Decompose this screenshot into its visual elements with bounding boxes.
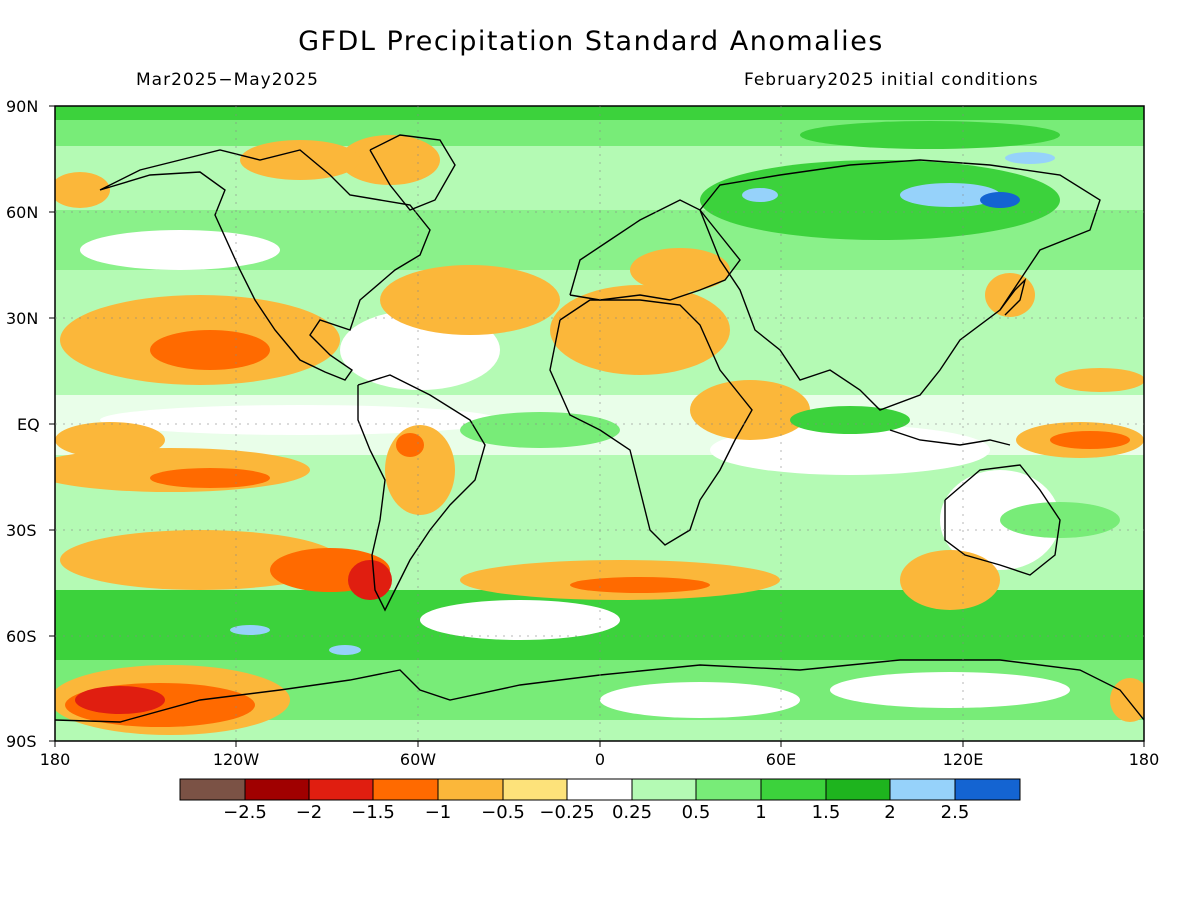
lon-label-180w: 180 (39, 750, 71, 769)
colorbar-swatch (889, 778, 956, 801)
colorbar-label: 2 (884, 802, 896, 823)
coastlines (55, 134, 1144, 723)
lat-label-eq: EQ (17, 415, 40, 434)
lon-label-0: 0 (594, 750, 606, 769)
anomaly-field (55, 106, 1144, 741)
colorbar-swatch (502, 778, 568, 801)
map-title: GFDL Precipitation Standard Anomalies (298, 26, 884, 57)
lon-label-120e: 120E (942, 750, 984, 769)
lon-label-120w: 120W (212, 750, 260, 769)
colorbar-label: −1 (424, 802, 452, 823)
colorbar-label: −0.25 (539, 802, 595, 823)
map-frame (49, 105, 1145, 747)
lon-label-60w: 60W (399, 750, 437, 769)
colorbar-label: −1.5 (351, 802, 395, 823)
lat-label-90s: 90S (6, 732, 37, 751)
colorbar-label: −2.5 (223, 802, 267, 823)
colorbar-swatch (437, 778, 504, 801)
lon-label-180e: 180 (1128, 750, 1160, 769)
colorbar-label: −2 (295, 802, 323, 823)
colorbar (179, 778, 1021, 801)
colorbar-label: 0.5 (681, 802, 711, 823)
colorbar-swatch (825, 778, 891, 801)
initial-conditions: February2025 initial conditions (744, 70, 1039, 90)
colorbar-swatch (631, 778, 697, 801)
lat-label-60s: 60S (6, 627, 37, 646)
colorbar-swatch (244, 778, 310, 801)
lat-label-30n: 30N (6, 309, 39, 328)
forecast-period: Mar2025−May2025 (136, 70, 319, 90)
colorbar-label: 1.5 (811, 802, 841, 823)
colorbar-label: 0.25 (611, 802, 653, 823)
colorbar-swatch (760, 778, 827, 801)
colorbar-label: 1 (755, 802, 767, 823)
colorbar-swatch (372, 778, 439, 801)
colorbar-label: 2.5 (940, 802, 970, 823)
colorbar-swatch (308, 778, 374, 801)
colorbar-label: −0.5 (481, 802, 525, 823)
lat-label-90n: 90N (6, 97, 39, 116)
lat-label-30s: 30S (6, 521, 37, 540)
lon-label-60e: 60E (765, 750, 797, 769)
colorbar-swatch (566, 778, 633, 801)
colorbar-swatch (695, 778, 762, 801)
colorbar-swatch (954, 778, 1021, 801)
colorbar-swatch (179, 778, 246, 801)
lat-label-60n: 60N (6, 203, 39, 222)
